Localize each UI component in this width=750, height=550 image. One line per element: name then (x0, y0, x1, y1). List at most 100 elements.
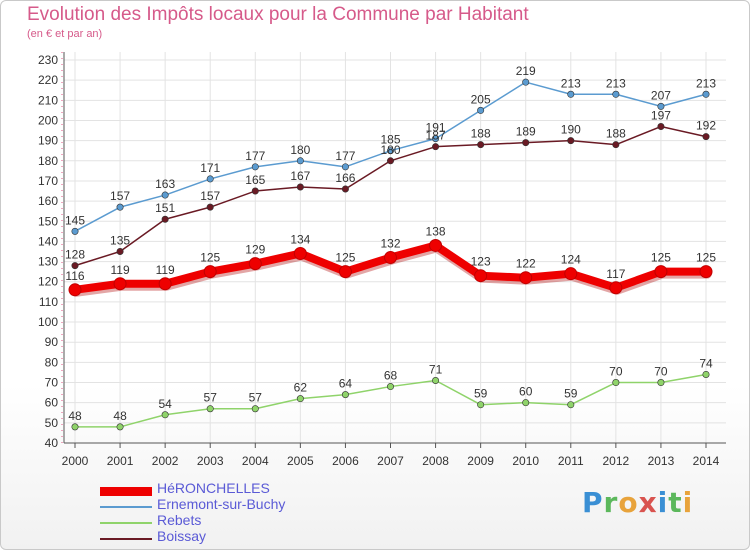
logo-letter: i (682, 486, 694, 519)
data-label: 192 (696, 119, 716, 133)
data-label: 145 (65, 213, 85, 227)
data-point (296, 183, 304, 191)
x-tick-label: 2014 (693, 454, 720, 468)
x-tick-label: 2013 (648, 454, 675, 468)
data-label: 57 (204, 391, 218, 405)
data-point (206, 203, 214, 211)
data-point (477, 141, 485, 149)
data-label: 190 (561, 123, 581, 137)
data-point (161, 215, 169, 223)
data-point (116, 423, 124, 431)
data-label: 57 (249, 391, 263, 405)
data-label: 70 (609, 365, 623, 379)
x-tick-label: 2005 (287, 454, 314, 468)
data-point (71, 227, 79, 235)
y-tick-label: 150 (38, 214, 58, 228)
y-tick-label: 70 (45, 376, 59, 390)
data-label: 180 (380, 143, 400, 157)
x-tick-label: 2001 (107, 454, 134, 468)
data-label: 134 (290, 233, 310, 247)
x-tick-label: 2000 (62, 454, 89, 468)
y-tick-label: 190 (38, 134, 58, 148)
data-label: 177 (335, 149, 355, 163)
chart-title: Evolution des Impôts locaux pour la Comm… (27, 4, 529, 25)
data-label: 68 (384, 369, 398, 383)
data-point (567, 401, 575, 409)
x-tick-label: 2011 (558, 454, 584, 468)
x-tick-label: 2007 (377, 454, 404, 468)
data-label: 188 (471, 127, 491, 141)
y-tick-label: 60 (45, 396, 59, 410)
data-label: 54 (158, 397, 172, 411)
data-label: 117 (606, 267, 625, 281)
y-tick-label: 180 (38, 154, 58, 168)
data-label: 189 (516, 125, 536, 139)
data-point (71, 262, 79, 270)
y-tick-label: 220 (38, 73, 58, 87)
data-label: 213 (696, 76, 716, 90)
data-label: 70 (654, 365, 668, 379)
data-label: 205 (471, 92, 491, 106)
data-label: 71 (429, 363, 443, 377)
data-point (432, 143, 440, 151)
x-tick-label: 2010 (512, 454, 539, 468)
data-label: 64 (339, 377, 353, 391)
y-tick-label: 50 (45, 416, 59, 430)
data-point (384, 251, 397, 265)
data-point (341, 185, 349, 193)
data-point (567, 137, 575, 145)
logo-letter: o (618, 486, 639, 519)
data-point (702, 133, 710, 141)
data-point (296, 395, 304, 403)
data-point (293, 247, 307, 261)
data-point (657, 102, 665, 110)
data-label: 188 (606, 127, 626, 141)
legend-label: Boissay (157, 528, 207, 544)
y-tick-label: 100 (38, 315, 58, 329)
data-label: 132 (380, 237, 400, 251)
data-label: 157 (200, 189, 220, 203)
data-label: 138 (426, 224, 446, 238)
data-label: 157 (110, 189, 130, 203)
x-tick-label: 2003 (197, 454, 224, 468)
data-point (251, 405, 259, 413)
legend-label: Rebets (157, 512, 202, 528)
data-label: 180 (290, 143, 310, 157)
data-label: 135 (110, 234, 130, 248)
data-label: 171 (200, 161, 220, 175)
y-tick-label: 130 (38, 255, 58, 269)
data-point (161, 411, 169, 419)
data-point (203, 265, 217, 279)
data-point (161, 191, 169, 199)
y-tick-label: 120 (38, 275, 58, 289)
data-label: 219 (516, 64, 536, 78)
data-point (432, 135, 440, 143)
legend-swatch (100, 506, 152, 508)
x-tick-label: 2009 (467, 454, 494, 468)
data-label: 207 (651, 88, 671, 102)
data-label: 191 (426, 121, 446, 135)
data-point (251, 187, 259, 195)
data-point (702, 90, 710, 98)
y-tick-label: 230 (38, 53, 58, 67)
x-tick-label: 2012 (603, 454, 630, 468)
data-point (341, 163, 349, 171)
data-label: 185 (380, 133, 400, 147)
data-point (477, 401, 485, 409)
x-tick-label: 2008 (422, 454, 449, 468)
data-point (654, 265, 668, 279)
data-label: 151 (155, 201, 175, 215)
data-label: 119 (156, 263, 175, 277)
data-point (612, 90, 620, 98)
y-tick-label: 210 (38, 93, 58, 107)
data-label: 167 (290, 169, 310, 183)
data-point (341, 391, 349, 399)
data-label: 116 (65, 269, 84, 283)
data-label: 125 (651, 251, 671, 265)
data-point (116, 248, 124, 256)
data-point (612, 379, 620, 387)
data-label: 213 (561, 76, 581, 90)
x-tick-label: 2004 (242, 454, 269, 468)
